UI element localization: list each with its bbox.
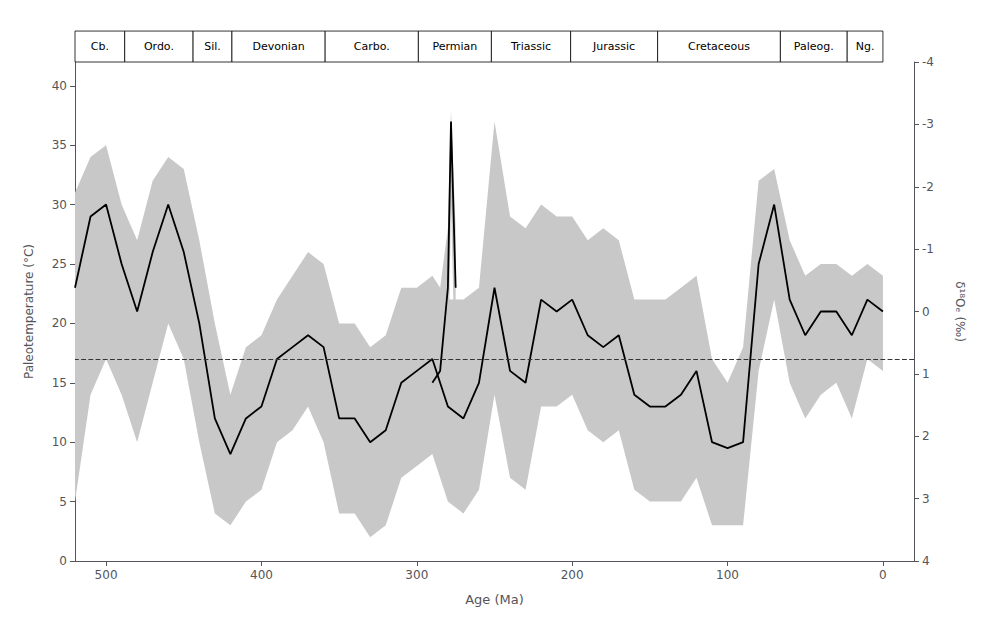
svg-text:200: 200 [561,568,584,582]
svg-text:Ng.: Ng. [856,40,875,53]
svg-text:1: 1 [922,367,930,381]
svg-text:300: 300 [405,568,428,582]
svg-text:5: 5 [59,495,67,509]
svg-text:10: 10 [52,435,67,449]
svg-text:0: 0 [879,568,887,582]
svg-text:0: 0 [922,305,930,319]
svg-text:25: 25 [52,257,67,271]
svg-text:35: 35 [52,138,67,152]
svg-text:100: 100 [716,568,739,582]
svg-text:Cb.: Cb. [91,40,109,53]
svg-text:Paleotemperature (°C): Paleotemperature (°C) [22,244,36,379]
svg-text:Carbo.: Carbo. [354,40,390,53]
svg-text:-2: -2 [922,180,934,194]
svg-text:Devonian: Devonian [252,40,304,53]
svg-text:0: 0 [59,554,67,568]
svg-text:3: 3 [922,492,930,506]
svg-text:-3: -3 [922,117,934,131]
svg-text:20: 20 [52,316,67,330]
svg-text:500: 500 [95,568,118,582]
svg-text:Sil.: Sil. [204,40,221,53]
svg-text:Ordo.: Ordo. [144,40,174,53]
svg-text:δ¹⁸Oₑ (‰): δ¹⁸Oₑ (‰) [953,281,967,342]
svg-text:-1: -1 [922,242,934,256]
svg-text:4: 4 [922,554,930,568]
svg-text:Triassic: Triassic [510,40,551,53]
svg-text:Cretaceous: Cretaceous [688,40,750,53]
svg-text:40: 40 [52,79,67,93]
svg-text:Permian: Permian [432,40,477,53]
svg-text:Jurassic: Jurassic [592,40,635,53]
svg-text:15: 15 [52,376,67,390]
svg-text:Age (Ma): Age (Ma) [465,592,524,607]
svg-text:400: 400 [250,568,273,582]
svg-text:2: 2 [922,429,930,443]
svg-text:-4: -4 [922,55,934,69]
svg-text:Paleog.: Paleog. [794,40,834,53]
svg-text:30: 30 [52,198,67,212]
